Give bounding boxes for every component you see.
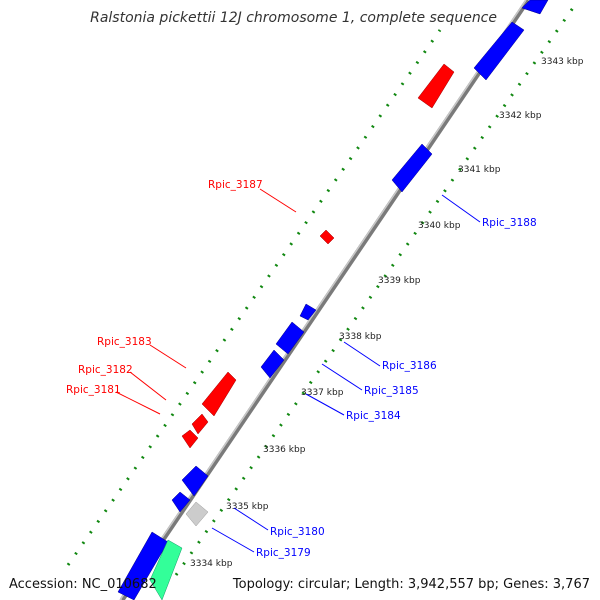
connector-line [115,391,161,415]
map-title: Ralstonia pickettii 12J chromosome 1, co… [90,10,497,26]
outer-dotted-track-right [174,4,577,576]
gene-label[interactable]: Rpic_3182 [78,364,133,376]
connector-line [259,188,297,213]
accession-label: Accession: NC_010682 [9,577,157,592]
tick-label: 3341 kbp [458,165,501,175]
tick-label: 3338 kbp [339,332,382,342]
gene-feature[interactable] [181,429,199,449]
gene-feature[interactable] [260,349,285,379]
connector-line [149,344,187,369]
gene-feature[interactable] [181,465,209,497]
gene-label[interactable]: Rpic_3180 [270,526,325,538]
gene-label[interactable]: Rpic_3188 [482,217,537,229]
connector-line [211,527,255,553]
gene-feature[interactable] [275,321,305,355]
connector-line [233,507,269,531]
gene-feature[interactable] [201,371,237,417]
gene-label[interactable]: Rpic_3186 [382,360,437,372]
gene-labels: Rpic_3187 Rpic_3183 Rpic_3182 Rpic_3181 Rpic… [66,179,537,559]
gene-feature[interactable] [417,63,455,109]
gene-feature[interactable] [391,143,433,193]
tick-label: 3337 kbp [301,388,344,398]
connector-line [441,194,481,223]
gene-label[interactable]: Rpic_3179 [256,547,311,559]
tick-label: 3342 kbp [499,111,542,121]
gene-feature[interactable] [191,413,209,435]
gene-feature[interactable] [299,303,317,321]
outer-dotted-track-left [66,29,442,566]
gene-label[interactable]: Rpic_3181 [66,384,121,396]
tick-label: 3334 kbp [190,559,233,569]
rna-feature[interactable] [149,539,183,600]
tick-label: 3335 kbp [226,502,269,512]
tick-label: 3339 kbp [378,276,421,286]
genome-summary: Topology: circular; Length: 3,942,557 bp… [232,577,590,592]
connector-line [343,341,381,367]
gene-label[interactable]: Rpic_3185 [364,385,419,397]
gene-feature[interactable] [473,21,525,81]
genome-backbone [119,0,531,600]
tick-label: 3340 kbp [418,221,461,231]
connector-line [129,371,167,401]
tick-labels: 3334 kbp 3335 kbp 3336 kbp 3337 kbp 3338 kbp… [190,57,584,569]
gene-feature[interactable] [171,491,191,513]
gene-feature[interactable] [521,0,549,15]
tick-label: 3336 kbp [263,445,306,455]
gene-label[interactable]: Rpic_3184 [346,410,401,422]
tick-label: 3343 kbp [541,57,584,67]
connector-line [321,363,363,391]
gene-feature[interactable] [319,229,335,245]
misc-feature[interactable] [185,501,209,527]
gene-label[interactable]: Rpic_3183 [97,336,152,348]
gene-label[interactable]: Rpic_3187 [208,179,263,191]
connector-line [305,393,345,416]
